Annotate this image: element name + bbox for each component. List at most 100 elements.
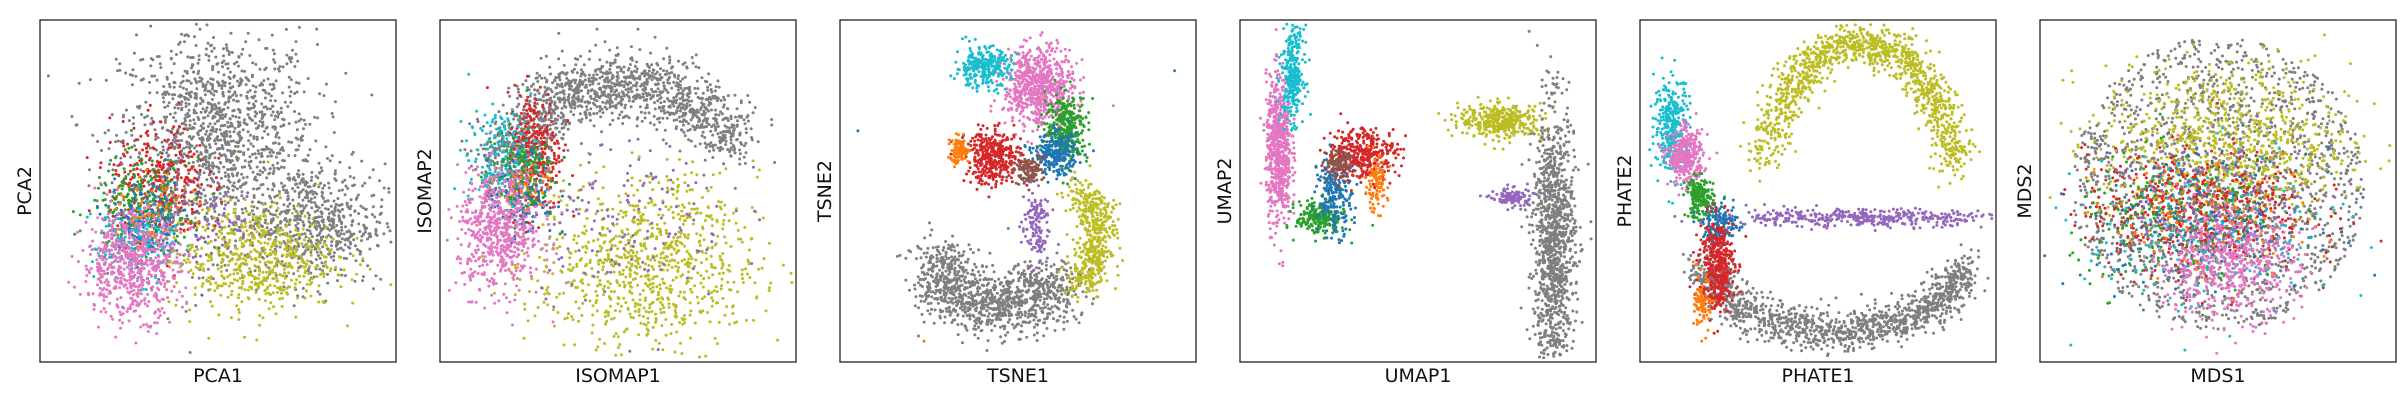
scatter-point-olive xyxy=(226,295,230,299)
scatter-point-olive xyxy=(269,301,273,305)
scatter-point-gray xyxy=(307,216,311,220)
scatter-point-green xyxy=(120,187,124,191)
scatter-point-gray xyxy=(635,88,639,92)
scatter-point-gray xyxy=(285,53,289,57)
scatter-point-gray xyxy=(305,159,309,163)
scatter-point-cyan xyxy=(85,215,89,219)
scatter-point-gray xyxy=(302,224,306,228)
scatter-point-purple xyxy=(248,224,252,228)
scatter-point-gray xyxy=(218,192,222,196)
scatter-point-purple xyxy=(226,201,230,205)
scatter-point-pink xyxy=(168,265,171,269)
scatter-point-blue xyxy=(154,199,158,203)
scatter-point-pink xyxy=(158,281,162,284)
scatter-point-gray xyxy=(256,200,260,204)
scatter-point-pink xyxy=(143,238,147,242)
scatter-point-gray xyxy=(270,148,273,152)
scatter-point-gray xyxy=(209,132,213,136)
scatter-point-cyan xyxy=(137,235,141,238)
scatter-point-olive xyxy=(250,204,253,208)
scatter-point-olive xyxy=(358,263,362,267)
scatter-point-gray xyxy=(677,74,680,78)
scatter-point-gray xyxy=(709,129,713,133)
scatter-point-green xyxy=(120,180,124,184)
scatter-point-gray xyxy=(202,84,206,88)
scatter-point-gray xyxy=(282,166,286,169)
scatter-point-olive xyxy=(283,271,287,275)
scatter-point-pink xyxy=(160,244,164,248)
scatter-point-olive xyxy=(266,260,270,264)
scatter-point-red xyxy=(179,160,182,164)
scatter-point-red xyxy=(180,188,184,192)
scatter-point-gray xyxy=(215,90,218,93)
scatter-point-olive xyxy=(226,217,230,221)
scatter-point-red xyxy=(116,224,120,228)
scatter-point-gray xyxy=(722,162,726,166)
scatter-point-gray xyxy=(196,72,200,76)
scatter-point-gray xyxy=(521,83,525,86)
scatter-point-olive xyxy=(221,237,224,241)
scatter-point-gray xyxy=(230,122,234,126)
scatter-point-olive xyxy=(268,237,272,241)
scatter-point-gray xyxy=(231,188,235,192)
scatter-point-olive xyxy=(285,265,289,269)
scatter-point-gray xyxy=(198,76,202,80)
scatter-point-pink xyxy=(119,276,123,280)
scatter-point-red xyxy=(126,142,129,146)
isomap-panel: ISOMAP1 ISOMAP2 xyxy=(414,19,797,387)
scatter-point-olive xyxy=(258,222,261,226)
scatter-point-olive xyxy=(248,267,252,271)
scatter-point-pink xyxy=(139,325,143,329)
scatter-point-gray xyxy=(306,153,310,157)
scatter-point-olive xyxy=(275,260,278,264)
scatter-point-pink xyxy=(110,236,114,239)
scatter-point-gray xyxy=(280,147,284,151)
scatter-point-red xyxy=(122,144,126,148)
scatter-point-gray xyxy=(327,181,331,185)
scatter-point-gray xyxy=(266,187,270,191)
scatter-point-red xyxy=(132,126,136,130)
scatter-point-gray xyxy=(229,139,233,143)
scatter-point-purple xyxy=(120,162,124,166)
scatter-point-gray xyxy=(302,127,305,131)
scatter-point-gray xyxy=(379,205,383,209)
scatter-point-gray xyxy=(361,279,364,283)
scatter-point-gray xyxy=(271,110,275,114)
scatter-point-gray xyxy=(241,47,245,51)
scatter-point-olive xyxy=(351,301,355,305)
scatter-point-gray xyxy=(219,154,223,157)
scatter-point-gray xyxy=(318,92,322,96)
scatter-point-gray xyxy=(308,229,312,233)
scatter-point-gray xyxy=(310,235,314,239)
scatter-point-orange xyxy=(157,213,161,217)
scatter-point-red xyxy=(166,138,170,142)
scatter-point-red xyxy=(135,167,139,171)
scatter-point-gray xyxy=(261,83,265,87)
scatter-point-gray xyxy=(190,63,194,67)
scatter-point-gray xyxy=(314,203,318,207)
scatter-point-gray xyxy=(183,119,187,123)
scatter-point-gray xyxy=(749,127,753,131)
scatter-point-gray xyxy=(122,113,125,117)
scatter-point-pink xyxy=(172,213,176,217)
scatter-point-gray xyxy=(254,99,258,103)
scatter-point-gray xyxy=(285,211,288,215)
scatter-point-pink xyxy=(165,260,169,264)
scatter-point-gray xyxy=(368,176,372,180)
scatter-point-olive xyxy=(231,253,235,256)
scatter-point-pink xyxy=(128,281,132,285)
scatter-point-red xyxy=(189,150,192,153)
scatter-point-olive xyxy=(223,225,227,229)
scatter-point-gray xyxy=(262,147,266,151)
scatter-point-olive xyxy=(273,256,277,260)
scatter-point-green xyxy=(130,145,134,149)
scatter-point-blue xyxy=(144,195,148,199)
scatter-point-gray xyxy=(653,35,657,39)
scatter-point-gray xyxy=(558,130,561,134)
scatter-point-gray xyxy=(297,175,301,179)
scatter-point-gray xyxy=(170,71,174,75)
scatter-point-pink xyxy=(121,258,125,261)
scatter-point-gray xyxy=(180,106,184,110)
scatter-point-red xyxy=(168,164,172,167)
scatter-point-pink xyxy=(106,212,110,216)
